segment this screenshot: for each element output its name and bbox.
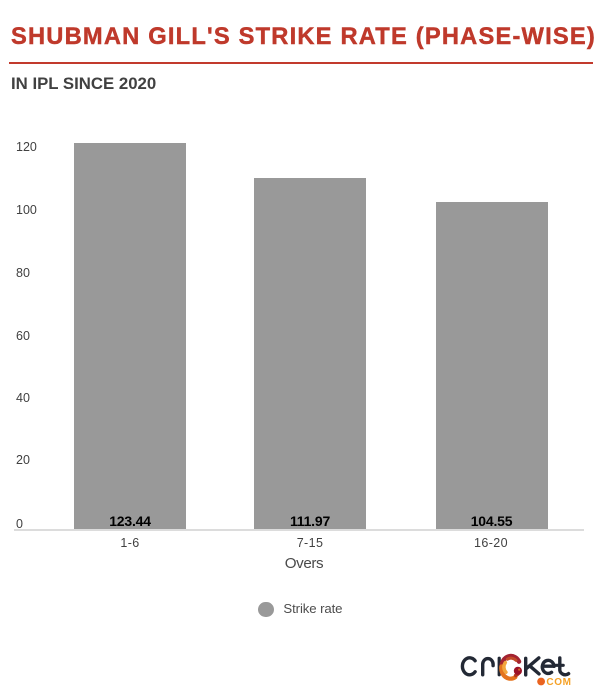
- svg-text:COM: COM: [546, 677, 571, 688]
